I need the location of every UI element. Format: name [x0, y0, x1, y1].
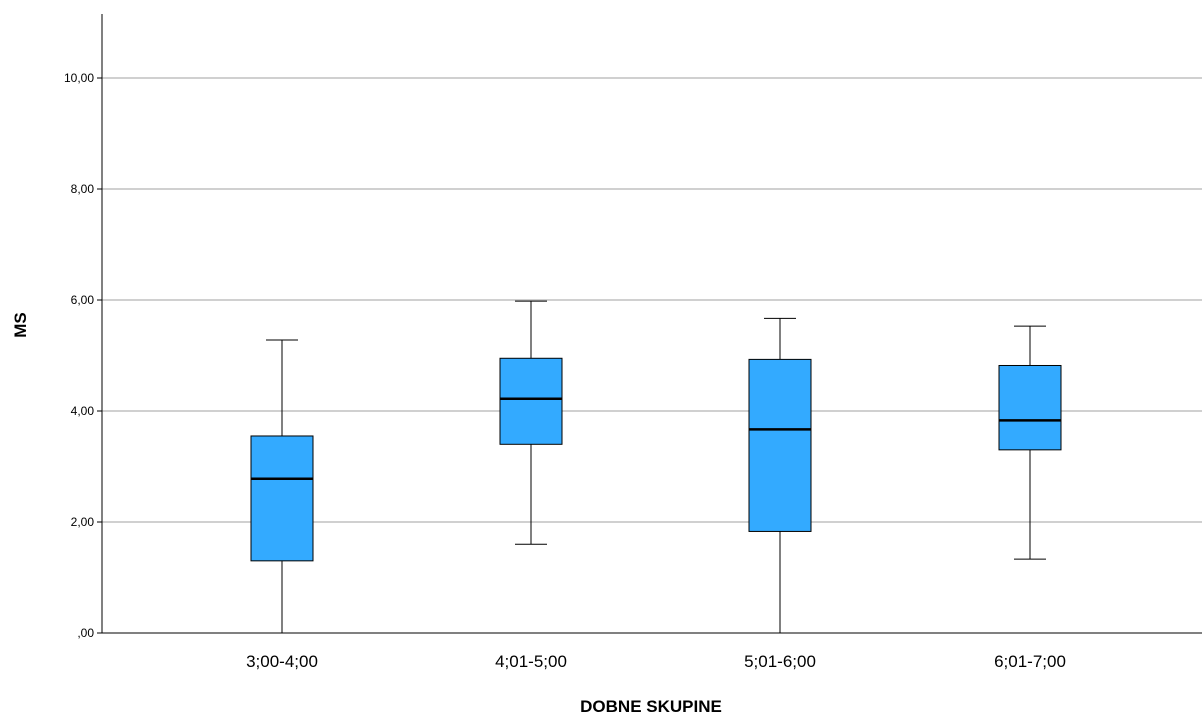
x-category-label: 3;00-4;00: [246, 652, 318, 671]
y-axis-title: MS: [11, 312, 30, 338]
iqr-box: [250, 435, 314, 562]
box-1: [250, 339, 314, 633]
y-tick-label: 2,00: [71, 515, 95, 529]
box-2: [499, 300, 563, 545]
x-category-label: 4;01-5;00: [495, 652, 567, 671]
box-3: [748, 317, 812, 633]
iqr-box: [998, 364, 1062, 451]
boxes: [250, 300, 1062, 633]
y-tick-label: 8,00: [71, 182, 95, 196]
iqr-box: [748, 358, 812, 532]
y-tick-label: ,00: [77, 626, 94, 640]
x-category-label: 6;01-7;00: [994, 652, 1066, 671]
box-4: [998, 325, 1062, 560]
y-axis-ticks: ,00 2,00 4,00 6,00 8,00 10,00: [64, 71, 102, 640]
x-category-label: 5;01-6;00: [744, 652, 816, 671]
y-tick-label: 6,00: [71, 293, 95, 307]
iqr-box: [499, 357, 563, 445]
y-tick-label: 10,00: [64, 71, 94, 85]
x-axis-title: DOBNE SKUPINE: [580, 697, 722, 716]
y-tick-label: 4,00: [71, 404, 95, 418]
x-axis-category-labels: 3;00-4;00 4;01-5;00 5;01-6;00 6;01-7;00: [246, 652, 1066, 671]
